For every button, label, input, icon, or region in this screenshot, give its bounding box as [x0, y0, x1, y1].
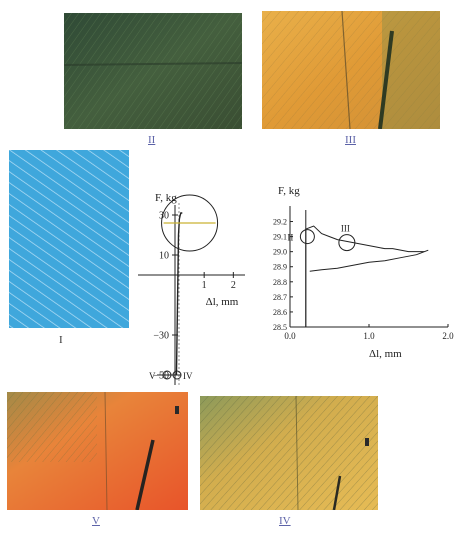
right-chart-series-line [305, 225, 429, 327]
micrograph-panel-v [7, 392, 188, 510]
left-chart-x-label: Δl, mm [206, 296, 239, 308]
caption-panel-ii: II [148, 134, 156, 146]
micrograph-panel-i [9, 150, 129, 328]
right-chart-x-tick-label: 1.0 [363, 331, 375, 341]
right-chart-point-label-iii: III [341, 224, 350, 234]
right-chart-y-tick-label: 29.0 [273, 248, 287, 257]
right-chart-point-iii-marker [338, 234, 356, 252]
right-chart-y-tick-label: 28.7 [273, 293, 287, 302]
right-chart-y-tick-label: 29.2 [273, 218, 287, 227]
micrograph-panel-iii [262, 11, 440, 129]
left-chart-x-tick-label: 2 [231, 280, 236, 291]
right-chart-y-tick-label: 28.5 [273, 323, 287, 332]
right-chart-point-label-ii: II [287, 233, 293, 243]
caption-panel-iv: IV [279, 515, 291, 527]
right-chart-y-tick-label: 28.8 [273, 278, 287, 287]
right-chart-y-tick-label: 29.1 [273, 233, 287, 242]
right-chart-y-label: F, kg [278, 185, 300, 197]
micrograph-panel-iv [200, 396, 378, 510]
caption-panel-i: I [59, 334, 63, 346]
right-chart-y-tick-label: 28.9 [273, 263, 287, 272]
left-chart-y-tick-label: 10 [159, 251, 169, 262]
right-chart-x-label: Δl, mm [369, 348, 402, 360]
left-chart-series-line [175, 212, 183, 376]
left-chart-x-tick-label: 1 [202, 280, 207, 291]
left-chart-y-label: F, kg [155, 192, 177, 204]
left-chart-y-tick-label: −50 [153, 371, 169, 382]
left-chart-y-tick-label: −30 [153, 331, 169, 342]
left-chart-point-iv-marker [172, 370, 182, 380]
left-chart-point-v-marker [162, 370, 172, 380]
left-chart-point-label-v: V [149, 371, 156, 381]
right-chart-y-tick-label: 28.6 [273, 308, 287, 317]
caption-panel-v: V [92, 515, 100, 527]
right-chart-x-tick-label: 0.0 [284, 331, 296, 341]
left-chart-magnifier-circle [161, 194, 219, 252]
right-chart-x-tick-label: 2.0 [442, 331, 454, 341]
caption-panel-iii: III [345, 134, 356, 146]
left-chart-point-label-iv: IV [183, 371, 193, 381]
left-chart-y-tick-label: 30 [159, 211, 169, 222]
right-chart-point-ii-marker [299, 229, 315, 245]
micrograph-panel-ii [64, 13, 242, 129]
